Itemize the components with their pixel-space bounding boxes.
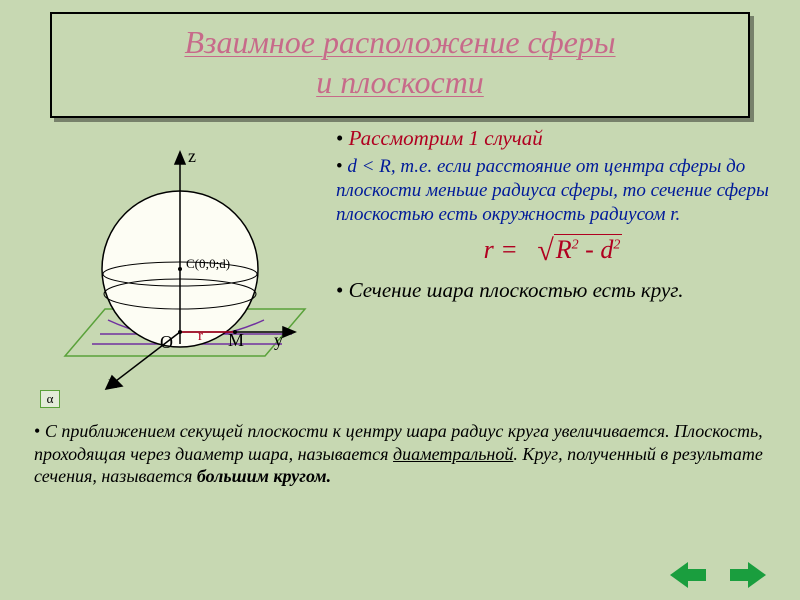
label-origin: О	[160, 332, 173, 353]
sphere-plane-diagram: z у х О C(0;0;d) M r	[30, 144, 330, 404]
sqrt-icon: √	[537, 234, 553, 267]
label-radius-r: r	[198, 328, 203, 345]
condition-bullet: d < R, т.е. если расстояние от центра сф…	[336, 155, 770, 226]
formula-lhs: r =	[484, 235, 518, 264]
label-z-axis: z	[188, 146, 196, 167]
prev-arrow-icon[interactable]	[670, 562, 706, 588]
label-alpha: α	[40, 390, 60, 408]
case-bullet: Рассмотрим 1 случай	[336, 126, 770, 151]
footer-big-circle: большим кругом.	[197, 466, 331, 486]
formula-rhs: R2 - d2	[554, 234, 623, 265]
radius-formula: r = √R2 - d2	[336, 234, 770, 268]
label-x-axis: х	[108, 372, 117, 393]
section-circle-bullet: Сечение шара плоскостью есть круг.	[336, 278, 770, 303]
label-center-c: C(0;0;d)	[186, 256, 230, 272]
label-y-axis: у	[274, 330, 283, 351]
title-line1: Взаимное расположение сферы	[62, 22, 738, 62]
footer-diametral: диаметральной	[393, 444, 513, 464]
label-point-m: M	[228, 330, 244, 351]
footer-paragraph: С приближением секущей плоскости к центр…	[30, 420, 770, 488]
next-arrow-icon[interactable]	[730, 562, 766, 588]
title-line2: и плоскости	[62, 62, 738, 102]
slide-title: Взаимное расположение сферы и плоскости	[50, 12, 750, 118]
